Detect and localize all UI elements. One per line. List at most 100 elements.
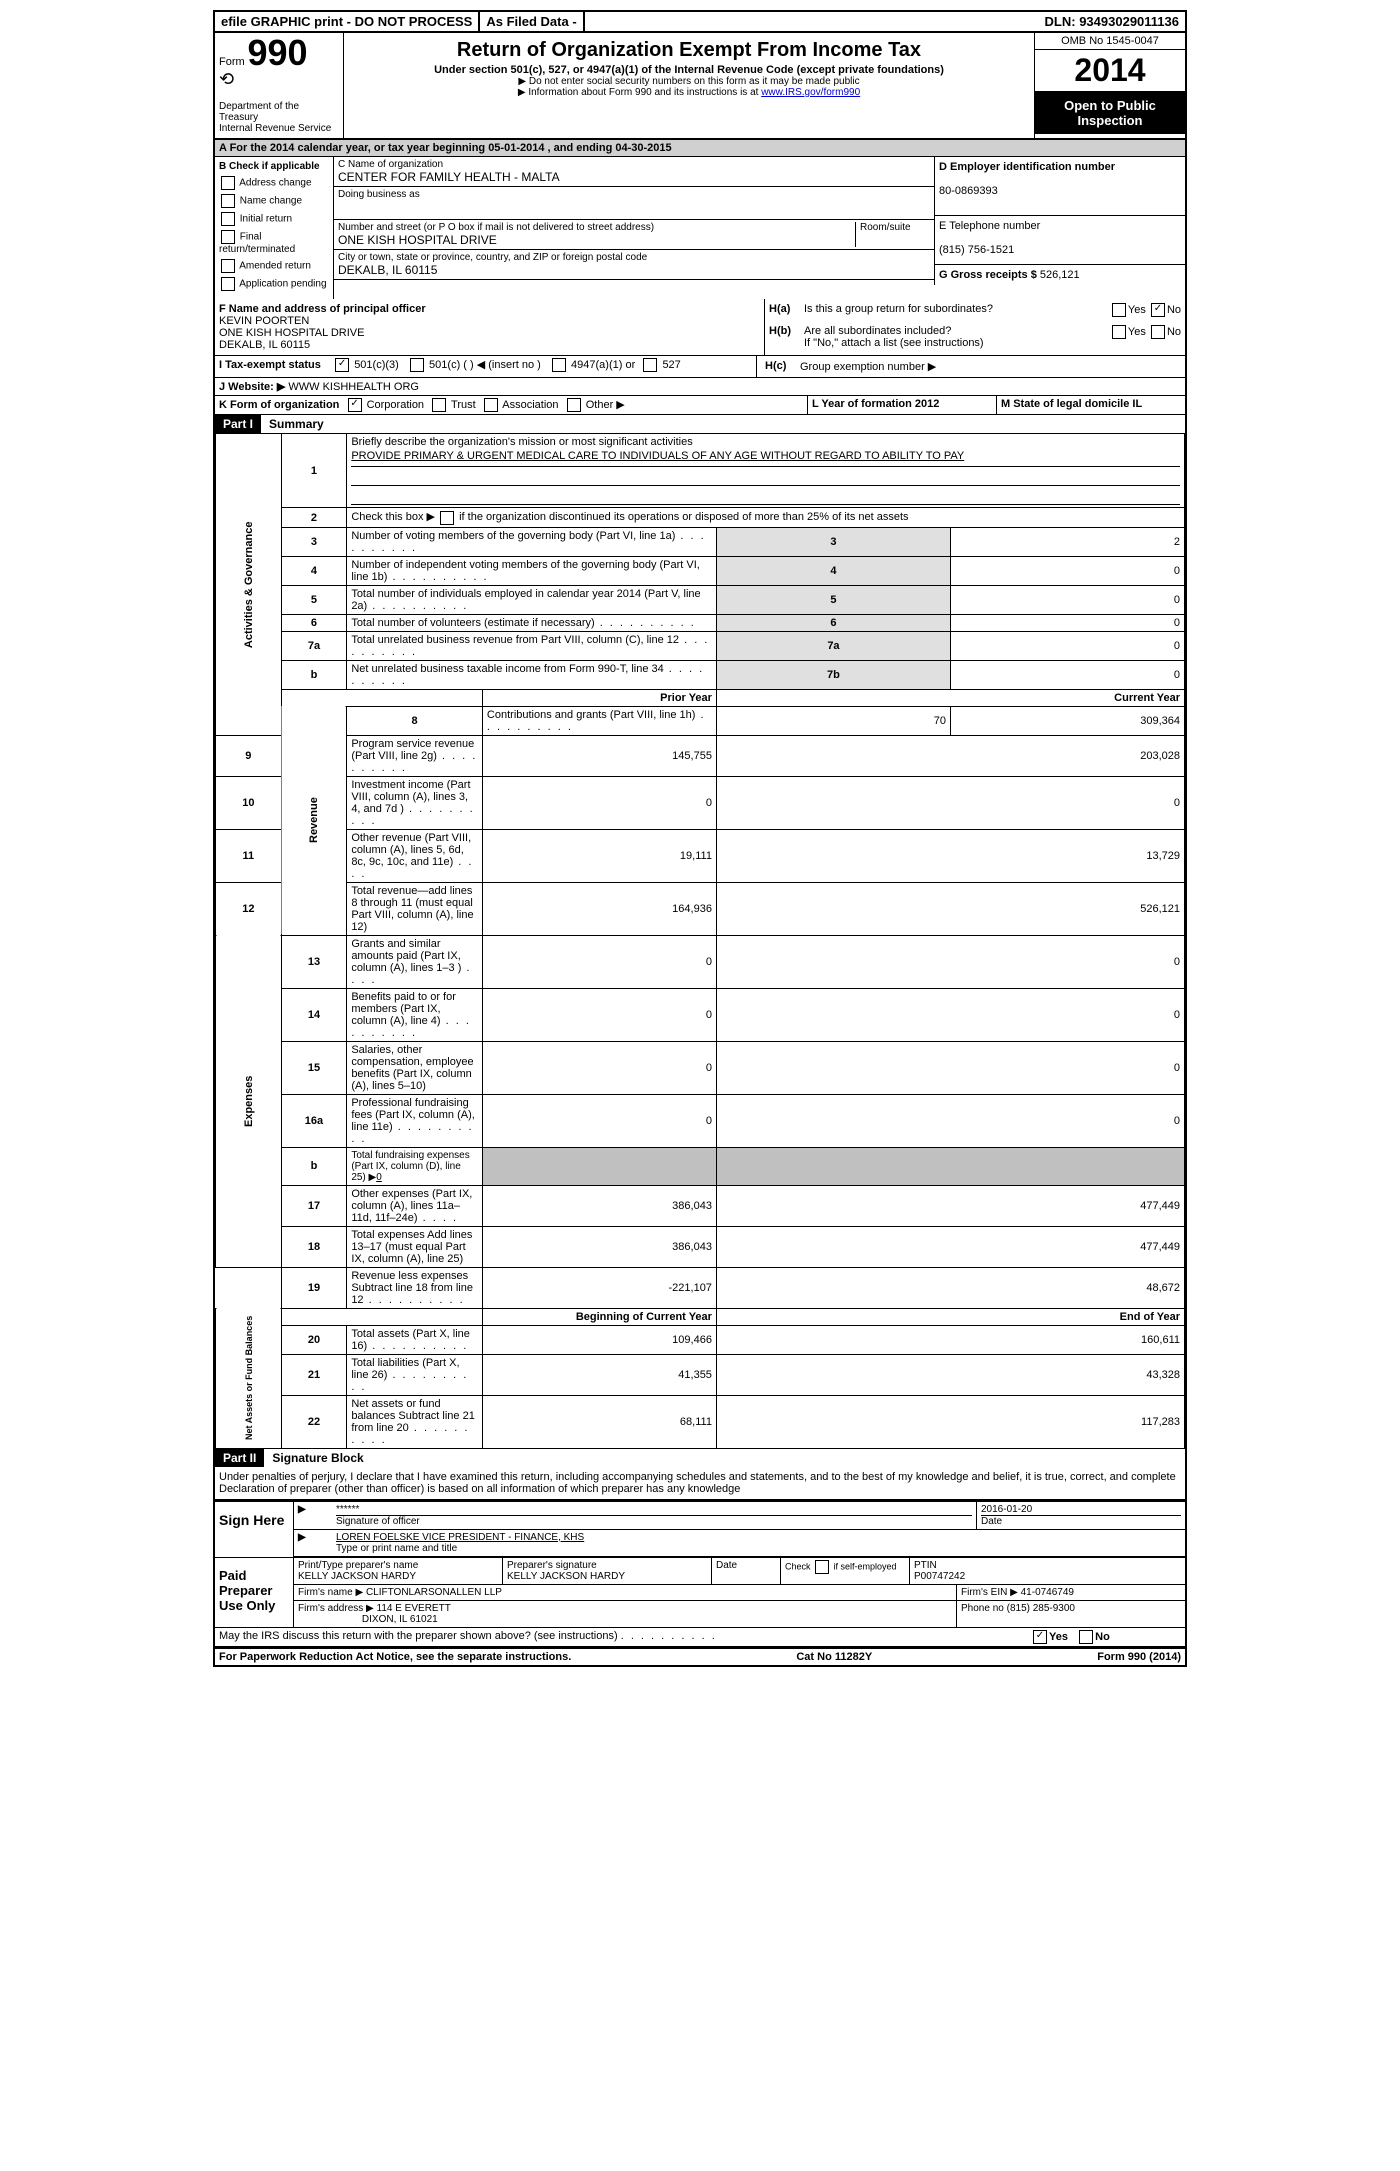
line21-prior: 41,355 [482, 1354, 716, 1395]
officer-name: KEVIN POORTEN [219, 315, 309, 327]
header-right: OMB No 1545-0047 2014 Open to Public Ins… [1034, 33, 1185, 138]
line18-label: Total expenses Add lines 13–17 (must equ… [347, 1226, 483, 1267]
officer-addr1: ONE KISH HOSPITAL DRIVE [219, 327, 364, 339]
line16a-label: Professional fundraising fees (Part IX, … [347, 1094, 483, 1147]
line21-current: 43,328 [716, 1354, 1184, 1395]
check-name-label: Name change [240, 196, 302, 207]
org-name-cell: C Name of organization CENTER FOR FAMILY… [334, 157, 934, 187]
prep-row1: Print/Type preparer's name KELLY JACKSON… [294, 1558, 1185, 1585]
527-check[interactable] [643, 358, 657, 372]
note2-text: ▶ Information about Form 990 and its ins… [518, 87, 761, 98]
org-address: ONE KISH HOSPITAL DRIVE [338, 233, 497, 247]
opt-527: 527 [662, 359, 680, 371]
501c3-check[interactable]: ✓ [335, 358, 349, 372]
line13-label: Grants and similar amounts paid (Part IX… [347, 935, 483, 988]
hb-no-check[interactable] [1151, 325, 1165, 339]
line18-prior: 386,043 [482, 1226, 716, 1267]
check-address-label: Address change [239, 178, 311, 189]
sign-here-label: Sign Here [215, 1502, 294, 1557]
officer-addr2: DEKALB, IL 60115 [219, 339, 310, 351]
firm-name: CLIFTONLARSONALLEN LLP [366, 1587, 502, 1598]
vert-revenue: Revenue [281, 706, 347, 935]
line1-num: 1 [281, 434, 347, 508]
assoc-check[interactable] [484, 398, 498, 412]
line14-prior: 0 [482, 988, 716, 1041]
begin-header: Beginning of Current Year [482, 1308, 716, 1325]
check-amended[interactable]: Amended return [219, 259, 329, 273]
sign-here-block: Sign Here ▶ ****** Signature of officer … [215, 1500, 1185, 1557]
line9-current: 203,028 [716, 735, 1184, 776]
hb-text: Are all subordinates included? [804, 325, 951, 337]
line20-label: Total assets (Part X, line 16) [347, 1325, 483, 1354]
line17-current: 477,449 [716, 1185, 1184, 1226]
ha-yes-check[interactable] [1112, 303, 1126, 317]
discuss-yes-check[interactable]: ✓ [1033, 1630, 1047, 1644]
line17-label: Other expenses (Part IX, column (A), lin… [347, 1185, 483, 1226]
prep-name-label: Print/Type preparer's name [298, 1560, 418, 1571]
form-label: Form [219, 56, 245, 68]
discuss-yes: Yes [1049, 1630, 1068, 1642]
self-employed-cell: Check if self-employed [781, 1558, 910, 1584]
line7a-label: Total unrelated business revenue from Pa… [347, 631, 717, 660]
check-initial[interactable]: Initial return [219, 212, 329, 226]
trust-check[interactable] [432, 398, 446, 412]
line10-prior: 0 [482, 776, 716, 829]
firm-ein-label: Firm's EIN ▶ [961, 1587, 1018, 1598]
ha-text: Is this a group return for subordinates? [804, 303, 1110, 317]
line17-prior: 386,043 [482, 1185, 716, 1226]
line2-check[interactable] [440, 511, 454, 525]
corp-check[interactable]: ✓ [348, 398, 362, 412]
signer-name-label: Type or print name and title [336, 1543, 457, 1554]
phone-cell: E Telephone number (815) 756-1521 [935, 216, 1185, 265]
trust-label: Trust [451, 399, 476, 411]
part1-header: Part I Summary [215, 415, 1185, 433]
501c-check[interactable] [410, 358, 424, 372]
line9-label: Program service revenue (Part VIII, line… [347, 735, 483, 776]
hb-yes-check[interactable] [1112, 325, 1126, 339]
line14-current: 0 [716, 988, 1184, 1041]
sig-row2: ▶ LOREN FOELSKE VICE PRESIDENT - FINANCE… [294, 1530, 1185, 1557]
check-final[interactable]: Final return/terminated [219, 230, 329, 255]
tax-year: 2014 [1035, 50, 1185, 92]
line10-current: 0 [716, 776, 1184, 829]
addr-label: Number and street (or P O box if mail is… [338, 222, 654, 233]
part2-num: Part II [215, 1449, 264, 1467]
current-header: Current Year [716, 689, 1184, 706]
line15-label: Salaries, other compensation, employee b… [347, 1041, 483, 1094]
line10-label: Investment income (Part VIII, column (A)… [347, 776, 483, 829]
line8-prior: 70 [716, 706, 950, 735]
check-application[interactable]: Application pending [219, 277, 329, 291]
gross-value: 526,121 [1040, 269, 1080, 281]
principal-row: F Name and address of principal officer … [215, 299, 1185, 356]
line5-val: 0 [950, 585, 1184, 614]
gross-cell: G Gross receipts $ 526,121 [935, 265, 1185, 285]
section-a-period: A For the 2014 calendar year, or tax yea… [215, 140, 1185, 157]
check-name[interactable]: Name change [219, 194, 329, 208]
ha-no-check[interactable]: ✓ [1151, 303, 1165, 317]
g-label: G Gross receipts $ [939, 269, 1037, 281]
irs-link[interactable]: www.IRS.gov/form990 [761, 87, 860, 98]
line2-text-pre: Check this box ▶ [351, 511, 435, 523]
other-check[interactable] [567, 398, 581, 412]
efile-notice: efile GRAPHIC print - DO NOT PROCESS [215, 12, 480, 31]
perjury-statement: Under penalties of perjury, I declare th… [215, 1467, 1185, 1500]
4947-check[interactable] [552, 358, 566, 372]
refresh-icon: ⟲ [219, 69, 234, 89]
firm-addr2: DIXON, IL 61021 [362, 1614, 438, 1625]
firm-addr1: 114 E EVERETT [377, 1603, 451, 1614]
prep-row3: Firm's address ▶ 114 E EVERETT DIXON, IL… [294, 1601, 1185, 1627]
check-address[interactable]: Address change [219, 176, 329, 190]
sig-date-label: Date [981, 1515, 1181, 1527]
arrow-icon: ▶ [294, 1502, 332, 1529]
website-row: J Website: ▶ WWW KISHHEALTH ORG [215, 378, 1185, 396]
discuss-no-check[interactable] [1079, 1630, 1093, 1644]
line12-current: 526,121 [716, 882, 1184, 935]
self-employed-check[interactable] [815, 1560, 829, 1574]
footer-center: Cat No 11282Y [796, 1651, 872, 1663]
sig-date: 2016-01-20 [981, 1504, 1032, 1515]
dba-cell: Doing business as [334, 187, 934, 220]
discuss-no: No [1095, 1630, 1110, 1642]
hb-label: H(b) [769, 325, 804, 349]
hc-text: Group exemption number ▶ [800, 360, 936, 373]
line16b-cell: Total fundraising expenses (Part IX, col… [347, 1147, 483, 1185]
